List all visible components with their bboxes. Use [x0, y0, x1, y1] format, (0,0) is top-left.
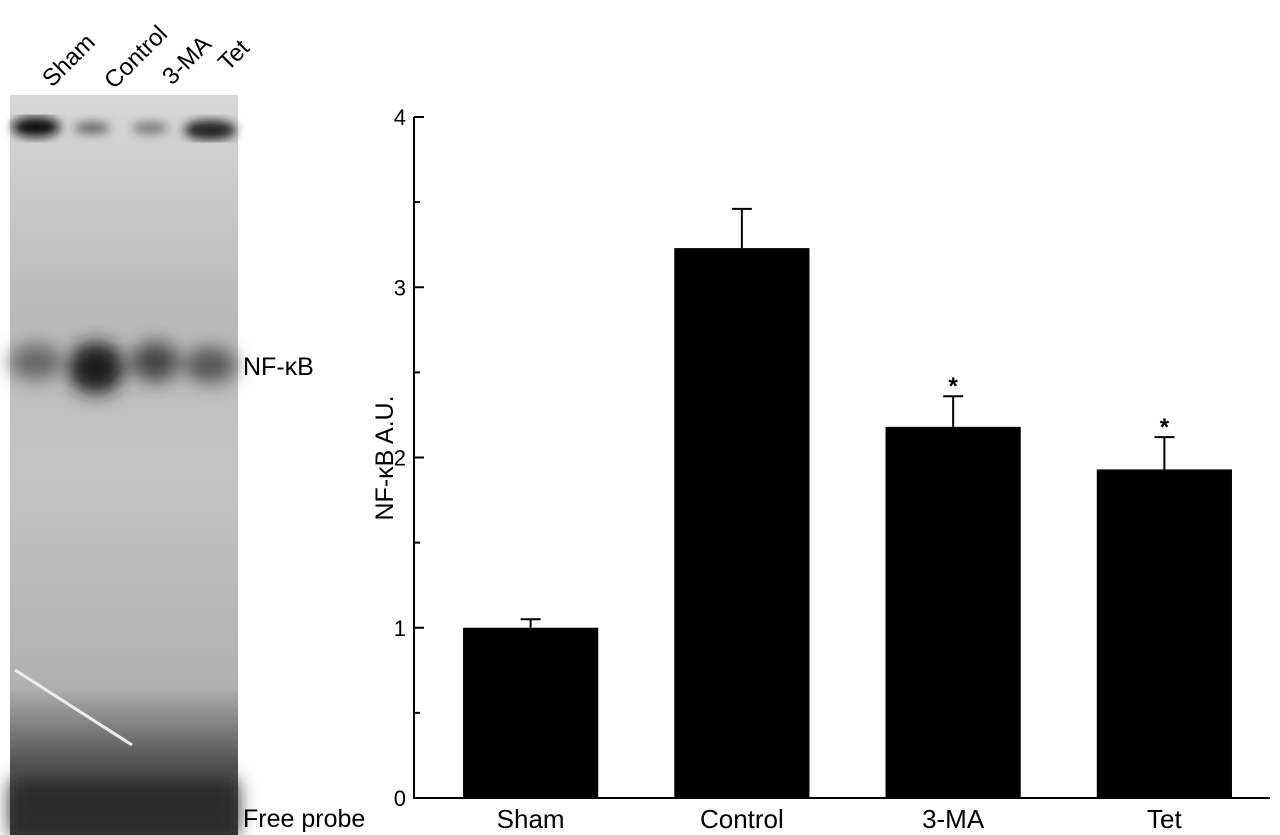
error-bar	[943, 396, 963, 427]
lane-label: Sham	[37, 29, 100, 92]
error-bar	[521, 619, 541, 628]
bar	[886, 427, 1021, 798]
bar	[674, 248, 809, 798]
significance-mark: *	[1160, 414, 1170, 441]
y-tick-label: 2	[394, 446, 406, 471]
band-label: NF-κB	[243, 353, 314, 381]
x-tick-label: Control	[700, 804, 784, 834]
significance-mark: *	[948, 373, 958, 400]
bar	[463, 628, 598, 798]
gel-image	[10, 95, 238, 835]
y-tick-label: 0	[394, 786, 406, 811]
lane-label: Tet	[213, 34, 255, 76]
figure: NF-κB Free probe NF-κB A.U. ShamControl3…	[0, 0, 1280, 835]
x-tick-label: 3-MA	[922, 804, 985, 834]
bar	[1097, 469, 1232, 798]
probe-label: Free probe	[243, 805, 365, 833]
error-bar	[1154, 437, 1174, 469]
y-tick-label: 3	[394, 275, 406, 300]
x-tick-label: Tet	[1147, 804, 1182, 834]
error-bar	[732, 209, 752, 248]
y-tick-label: 4	[394, 105, 406, 130]
y-tick-label: 1	[394, 616, 406, 641]
x-tick-label: Sham	[497, 804, 565, 834]
lane-label: Control	[99, 20, 173, 94]
